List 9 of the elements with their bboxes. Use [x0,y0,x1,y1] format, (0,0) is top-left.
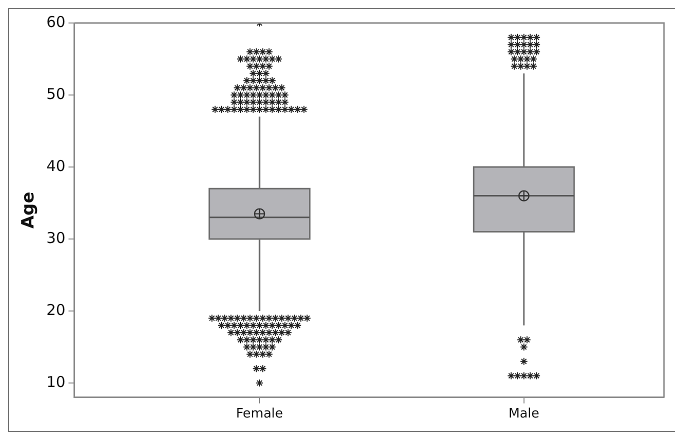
y-tick-label: 30 [46,228,66,247]
x-tick-label: Female [236,406,284,422]
y-tick-label: 10 [46,372,66,391]
y-tick-label: 20 [46,300,66,319]
y-tick-label: 60 [46,12,66,31]
y-axis-title: Age [18,192,39,229]
y-tick-label: 40 [46,156,66,175]
y-tick-label: 50 [46,84,66,103]
x-tick-label: Male [508,406,540,422]
